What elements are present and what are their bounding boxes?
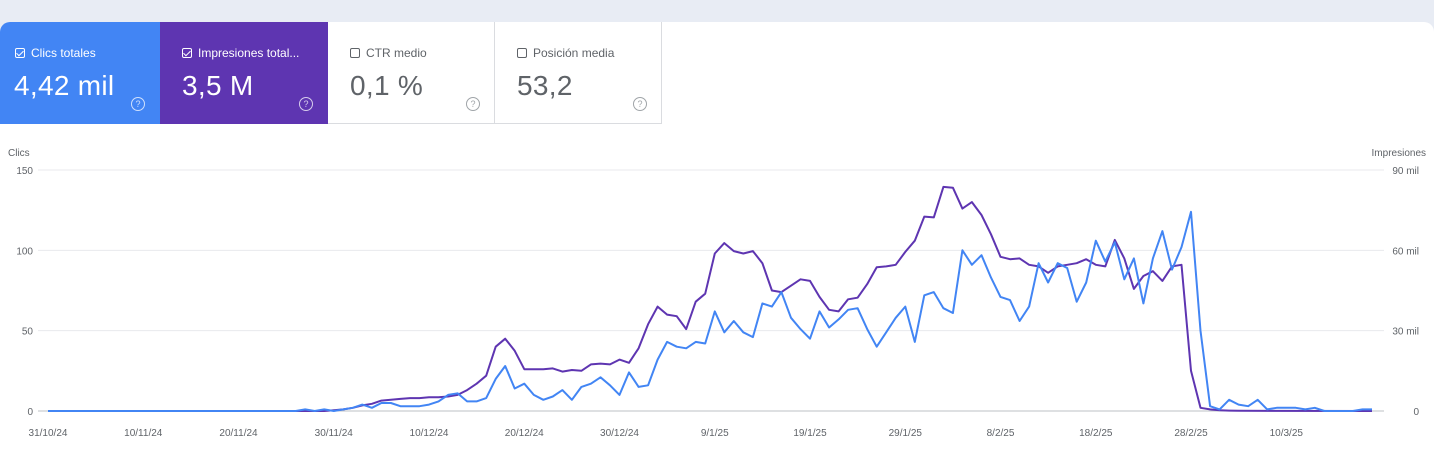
right-axis-title: Impresiones [1372, 148, 1426, 159]
metric-card-impressions-value: 3,5 M [182, 70, 254, 101]
x-axis-tick-label: 31/10/24 [29, 428, 68, 439]
metric-card-position-header: Posición media [517, 46, 614, 60]
metric-card-ctr-value: 0,1 % [350, 70, 424, 101]
chart-grid [38, 169, 1384, 412]
x-axis-tick-label: 18/2/25 [1079, 428, 1113, 439]
x-axis-tick-label: 8/2/25 [987, 428, 1015, 439]
x-axis-tick-label: 20/11/24 [219, 428, 258, 439]
x-axis-tick-label: 10/12/24 [410, 428, 449, 439]
checkbox-checked-icon[interactable] [15, 48, 25, 58]
left-axis-tick-label: 0 [27, 407, 33, 418]
metric-card-impressions-label: Impresiones total... [198, 46, 300, 60]
metric-card-position-label: Posición media [533, 46, 615, 60]
performance-chart: 0 0 50 30 mil 100 60 mil 150 90 mil Clics Impresi… [8, 148, 1426, 439]
help-icon[interactable]: ? [131, 97, 145, 111]
metric-card-clicks[interactable]: Clics totales 4,42 mil ? [0, 22, 160, 124]
help-icon[interactable]: ? [633, 97, 647, 111]
x-axis-tick-label: 10/11/24 [124, 428, 163, 439]
left-axis-tick-label: 50 [22, 327, 34, 338]
checkbox-unchecked-icon[interactable] [350, 48, 360, 58]
x-axis-tick-label: 20/12/24 [505, 428, 544, 439]
right-axis-tick-label: 30 mil [1392, 327, 1419, 338]
metric-card-position-value: 53,2 [517, 70, 573, 101]
chart-lines [48, 185, 1373, 412]
metric-card-clicks-label: Clics totales [31, 46, 96, 60]
checkbox-checked-icon[interactable] [182, 48, 192, 58]
help-icon[interactable]: ? [466, 97, 480, 111]
chart-labels: 0 0 50 30 mil 100 60 mil 150 90 mil Clics Impresi… [8, 148, 1426, 439]
metric-card-position[interactable]: Posición media 53,2 ? [495, 22, 662, 124]
x-axis-tick-label: 9/1/25 [701, 428, 729, 439]
series-line-clicks [48, 210, 1372, 412]
series-line-impressions [48, 185, 1373, 412]
checkbox-unchecked-icon[interactable] [517, 48, 527, 58]
x-axis-tick-label: 30/11/24 [315, 428, 354, 439]
metric-card-clicks-header: Clics totales [15, 46, 96, 60]
right-axis-tick-label: 90 mil [1392, 166, 1419, 177]
metric-card-clicks-value: 4,42 mil [14, 70, 115, 101]
left-axis-title: Clics [8, 148, 30, 159]
x-axis-tick-label: 19/1/25 [793, 428, 827, 439]
x-axis-tick-label: 28/2/25 [1174, 428, 1208, 439]
metric-cards: Clics totales 4,42 mil ? Impresiones tot… [0, 22, 662, 124]
right-axis-tick-label: 60 mil [1392, 246, 1419, 257]
metric-card-ctr[interactable]: CTR medio 0,1 % ? [328, 22, 495, 124]
right-axis-tick-label: 0 [1413, 407, 1419, 418]
left-axis-tick-label: 150 [16, 166, 33, 177]
metric-card-ctr-label: CTR medio [366, 46, 427, 60]
metric-card-ctr-header: CTR medio [350, 46, 427, 60]
x-axis-tick-label: 30/12/24 [600, 428, 639, 439]
help-icon[interactable]: ? [299, 97, 313, 111]
left-axis-tick-label: 100 [16, 246, 33, 257]
metric-card-impressions[interactable]: Impresiones total... 3,5 M ? [160, 22, 328, 124]
performance-panel: Clics totales 4,42 mil ? Impresiones tot… [0, 22, 1434, 464]
x-axis-tick-label: 29/1/25 [889, 428, 923, 439]
metric-card-impressions-header: Impresiones total... [182, 46, 299, 60]
x-axis-tick-label: 10/3/25 [1270, 428, 1304, 439]
